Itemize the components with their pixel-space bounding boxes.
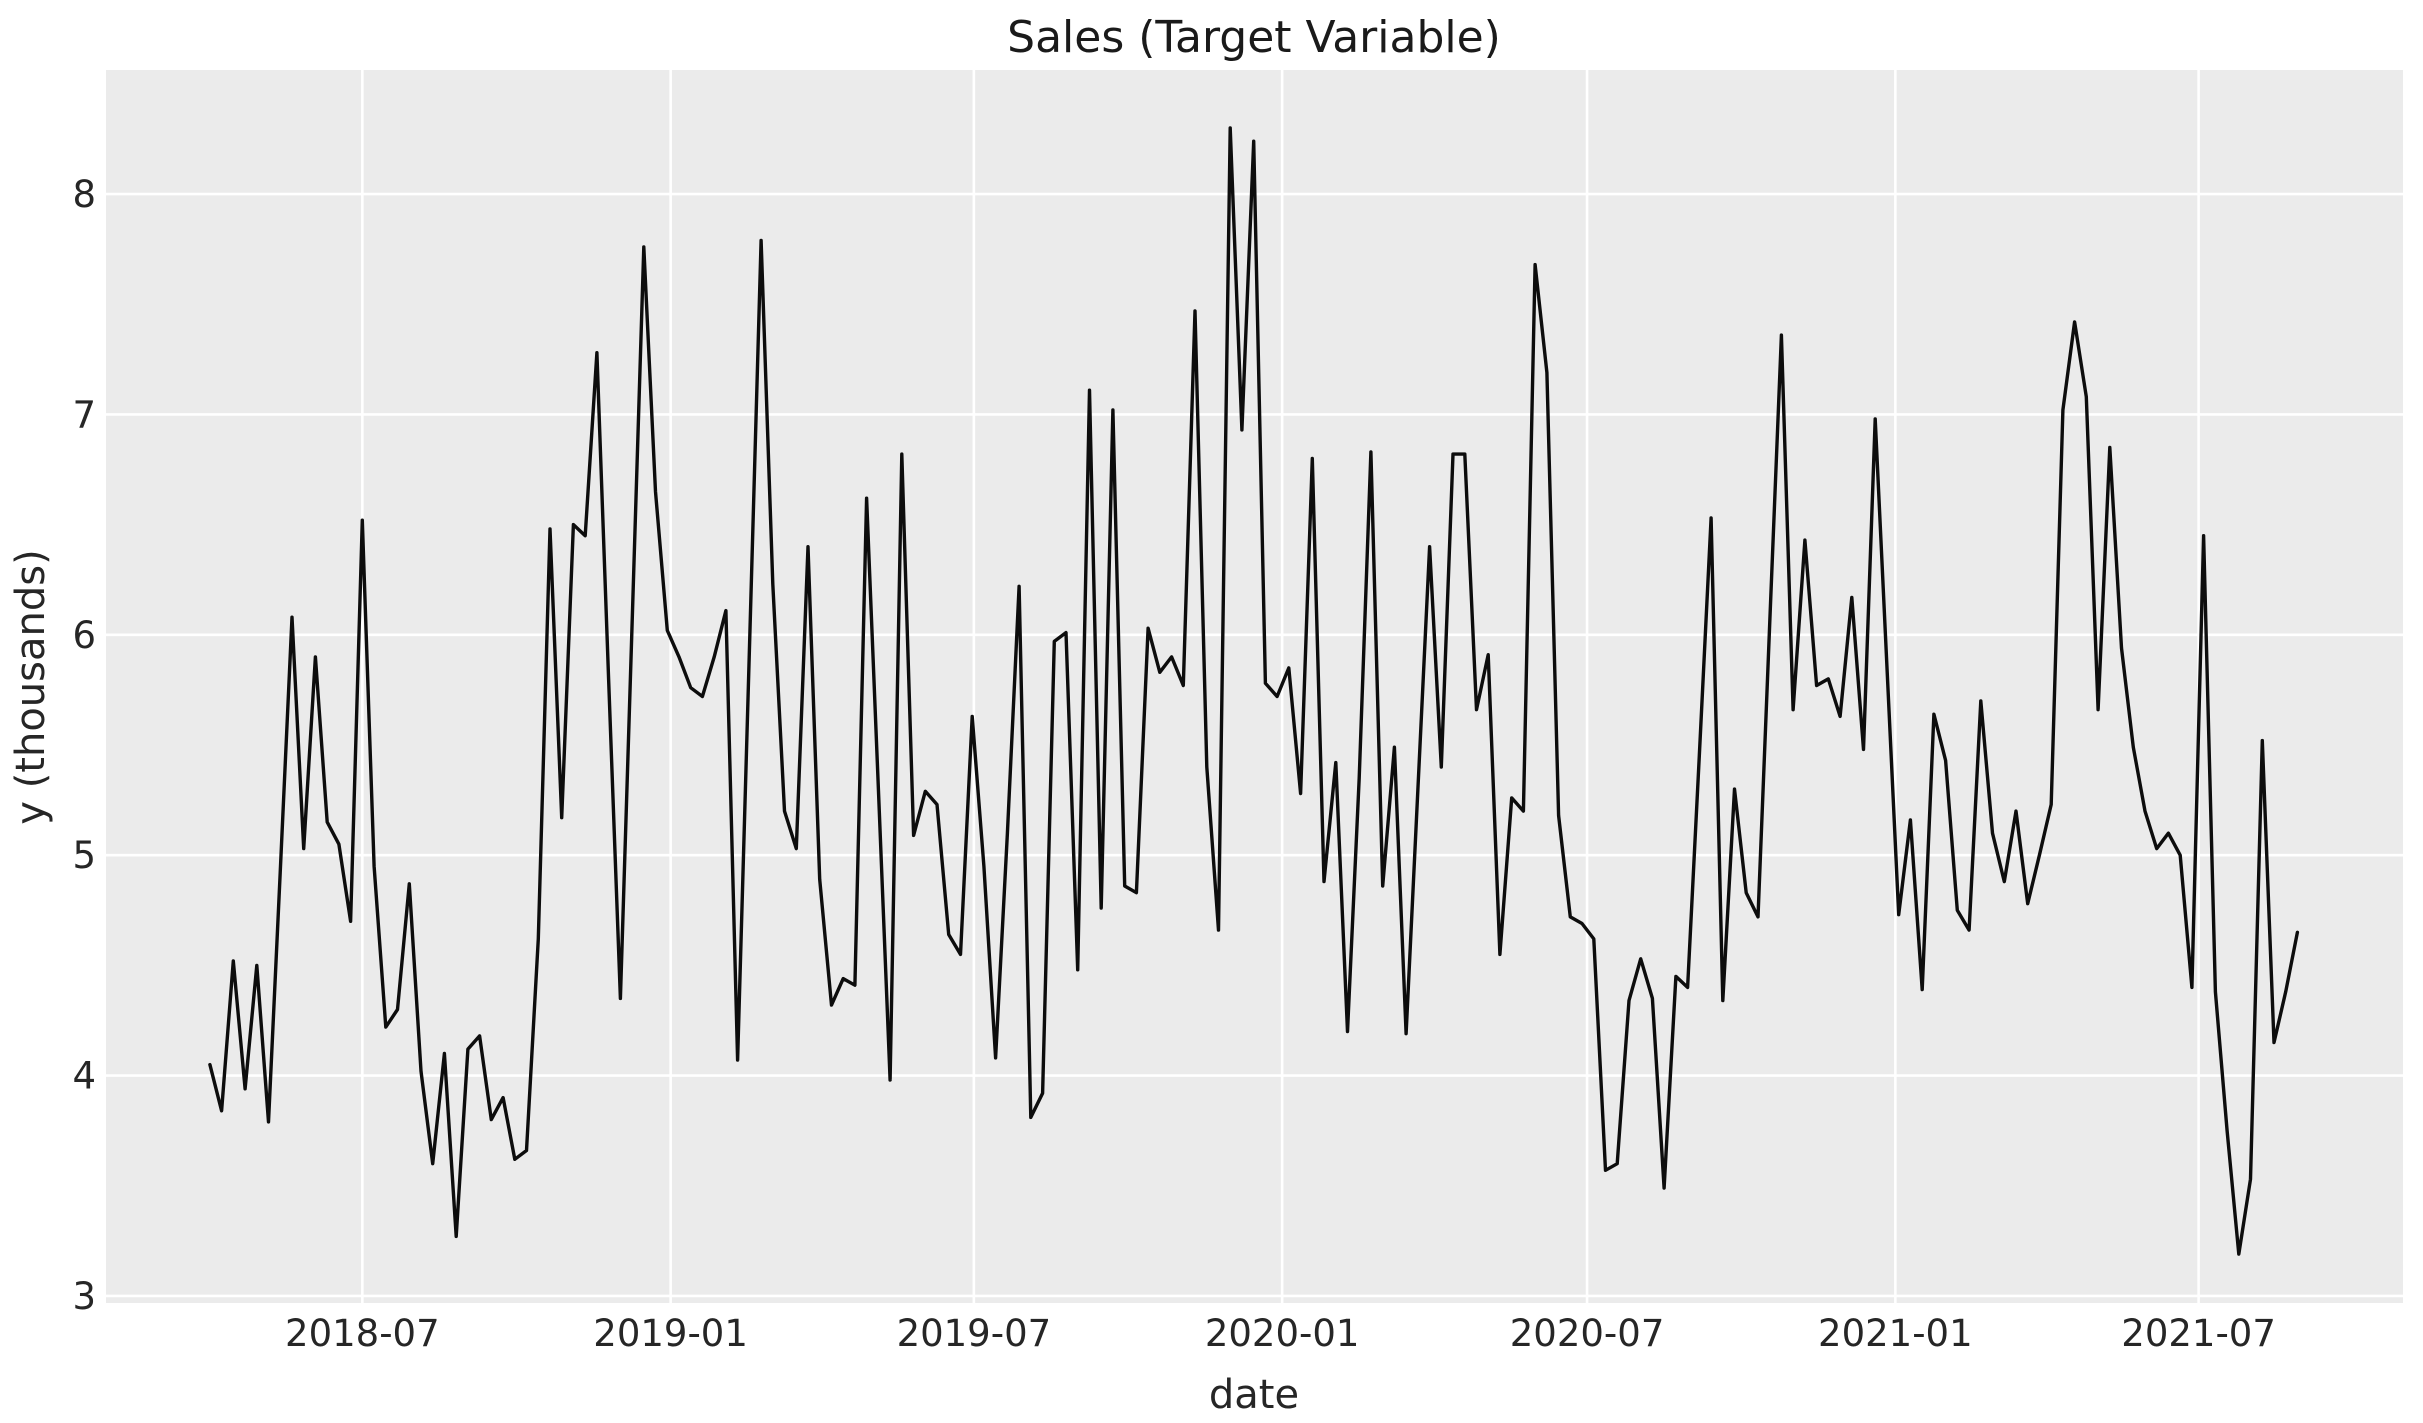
y-tick-label: 3 — [72, 1275, 96, 1318]
y-axis-label: y (thousands) — [8, 549, 54, 824]
sales-line-series — [208, 126, 2300, 1256]
x-tick-label: 2018-07 — [285, 1312, 440, 1355]
x-tick-label: 2019-07 — [897, 1312, 1052, 1355]
x-axis-label: date — [1209, 1372, 1299, 1418]
chart-title: Sales (Target Variable) — [1007, 12, 1501, 63]
y-tick-labels: 3 4 5 6 7 8 — [72, 173, 96, 1318]
x-tick-label: 2019-01 — [593, 1312, 748, 1355]
y-tick-label: 4 — [72, 1055, 96, 1098]
y-tick-label: 8 — [72, 173, 96, 216]
x-tick-label: 2020-07 — [1510, 1312, 1665, 1355]
y-tick-label: 6 — [72, 614, 96, 657]
x-tick-labels: 2018-07 2019-01 2019-07 2020-01 2020-07 2021-… — [285, 1312, 2276, 1355]
y-tick-label: 7 — [72, 393, 96, 436]
x-tick-label: 2021-01 — [1818, 1312, 1973, 1355]
y-tick-label: 5 — [72, 834, 96, 877]
x-tick-label: 2020-01 — [1205, 1312, 1360, 1355]
x-tick-label: 2021-07 — [2121, 1312, 2276, 1355]
